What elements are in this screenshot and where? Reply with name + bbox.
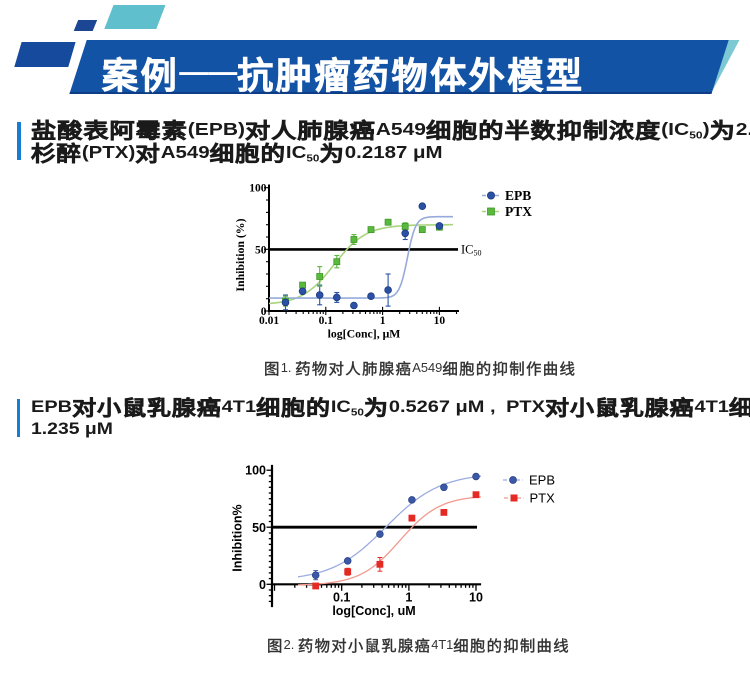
svg-text:100: 100 <box>245 464 266 478</box>
svg-text:0: 0 <box>261 306 267 318</box>
svg-text:10: 10 <box>469 591 483 605</box>
svg-text:EPB: EPB <box>505 188 531 203</box>
svg-text:EPB: EPB <box>529 473 555 488</box>
svg-text:50: 50 <box>252 521 266 535</box>
svg-text:PTX: PTX <box>530 491 556 506</box>
svg-text:0.1: 0.1 <box>319 315 334 327</box>
svg-text:1: 1 <box>405 591 412 605</box>
svg-text:Inhibition (%): Inhibition (%) <box>233 218 247 291</box>
svg-text:0.1: 0.1 <box>333 591 350 605</box>
svg-text:0.01: 0.01 <box>259 315 279 327</box>
svg-text:Inhibition%: Inhibition% <box>231 504 245 571</box>
svg-text:PTX: PTX <box>505 204 532 219</box>
svg-text:0: 0 <box>259 578 266 592</box>
svg-text:50: 50 <box>255 244 267 256</box>
svg-text:10: 10 <box>434 315 446 327</box>
svg-text:1: 1 <box>380 315 386 327</box>
svg-text:100: 100 <box>249 183 267 195</box>
svg-text:log[Conc], uM: log[Conc], uM <box>332 604 415 618</box>
svg-text:IC50: IC50 <box>461 243 482 258</box>
svg-text:log[Conc], μM: log[Conc], μM <box>328 327 401 341</box>
